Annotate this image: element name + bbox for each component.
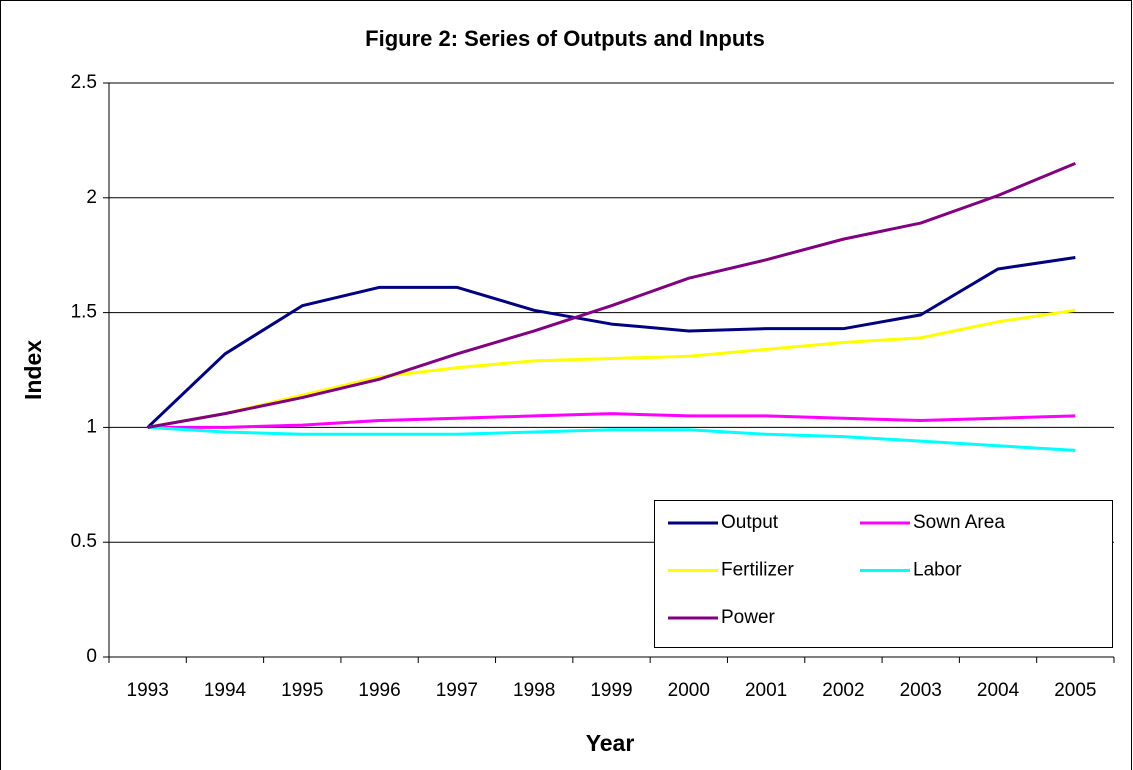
x-tick-label: 1999 [590,680,632,701]
legend-label: Labor [913,560,962,581]
x-tick-label: 2003 [900,680,942,701]
series-line [147,425,1076,452]
x-axis-label: Year [586,730,635,756]
legend-label: Output [721,512,779,533]
x-tick-label: 1994 [204,680,247,701]
legend-label: Power [721,607,776,628]
x-tick-label: 2005 [1054,680,1096,701]
series-line [147,161,1076,429]
x-tick-label: 2001 [745,680,787,701]
x-tick-label: 1998 [513,680,555,701]
x-tick-label: 1997 [436,680,478,701]
y-axis-label: Index [20,340,46,400]
legend-label: Fertilizer [721,560,795,581]
series-line [146,256,1076,429]
series-line [147,308,1076,429]
legend-label: Sown Area [913,512,1005,533]
y-tick-label: 1.5 [71,302,97,323]
y-tick-label: 2 [86,187,97,208]
y-tick-label: 2.5 [71,72,97,93]
y-tick-label: 1 [86,416,97,437]
x-tick-label: 1993 [127,680,169,701]
x-tick-label: 2000 [668,680,710,701]
x-tick-label: 2002 [822,680,864,701]
x-tick-label: 1995 [281,680,323,701]
legend-box [654,500,1113,648]
chart-title: Figure 2: Series of Outputs and Inputs [365,26,765,51]
x-tick-label: 2004 [977,680,1020,701]
y-tick-label: 0.5 [71,531,97,552]
x-tick-label: 1996 [358,680,400,701]
y-tick-label: 0 [86,646,97,667]
series-line [147,412,1076,429]
